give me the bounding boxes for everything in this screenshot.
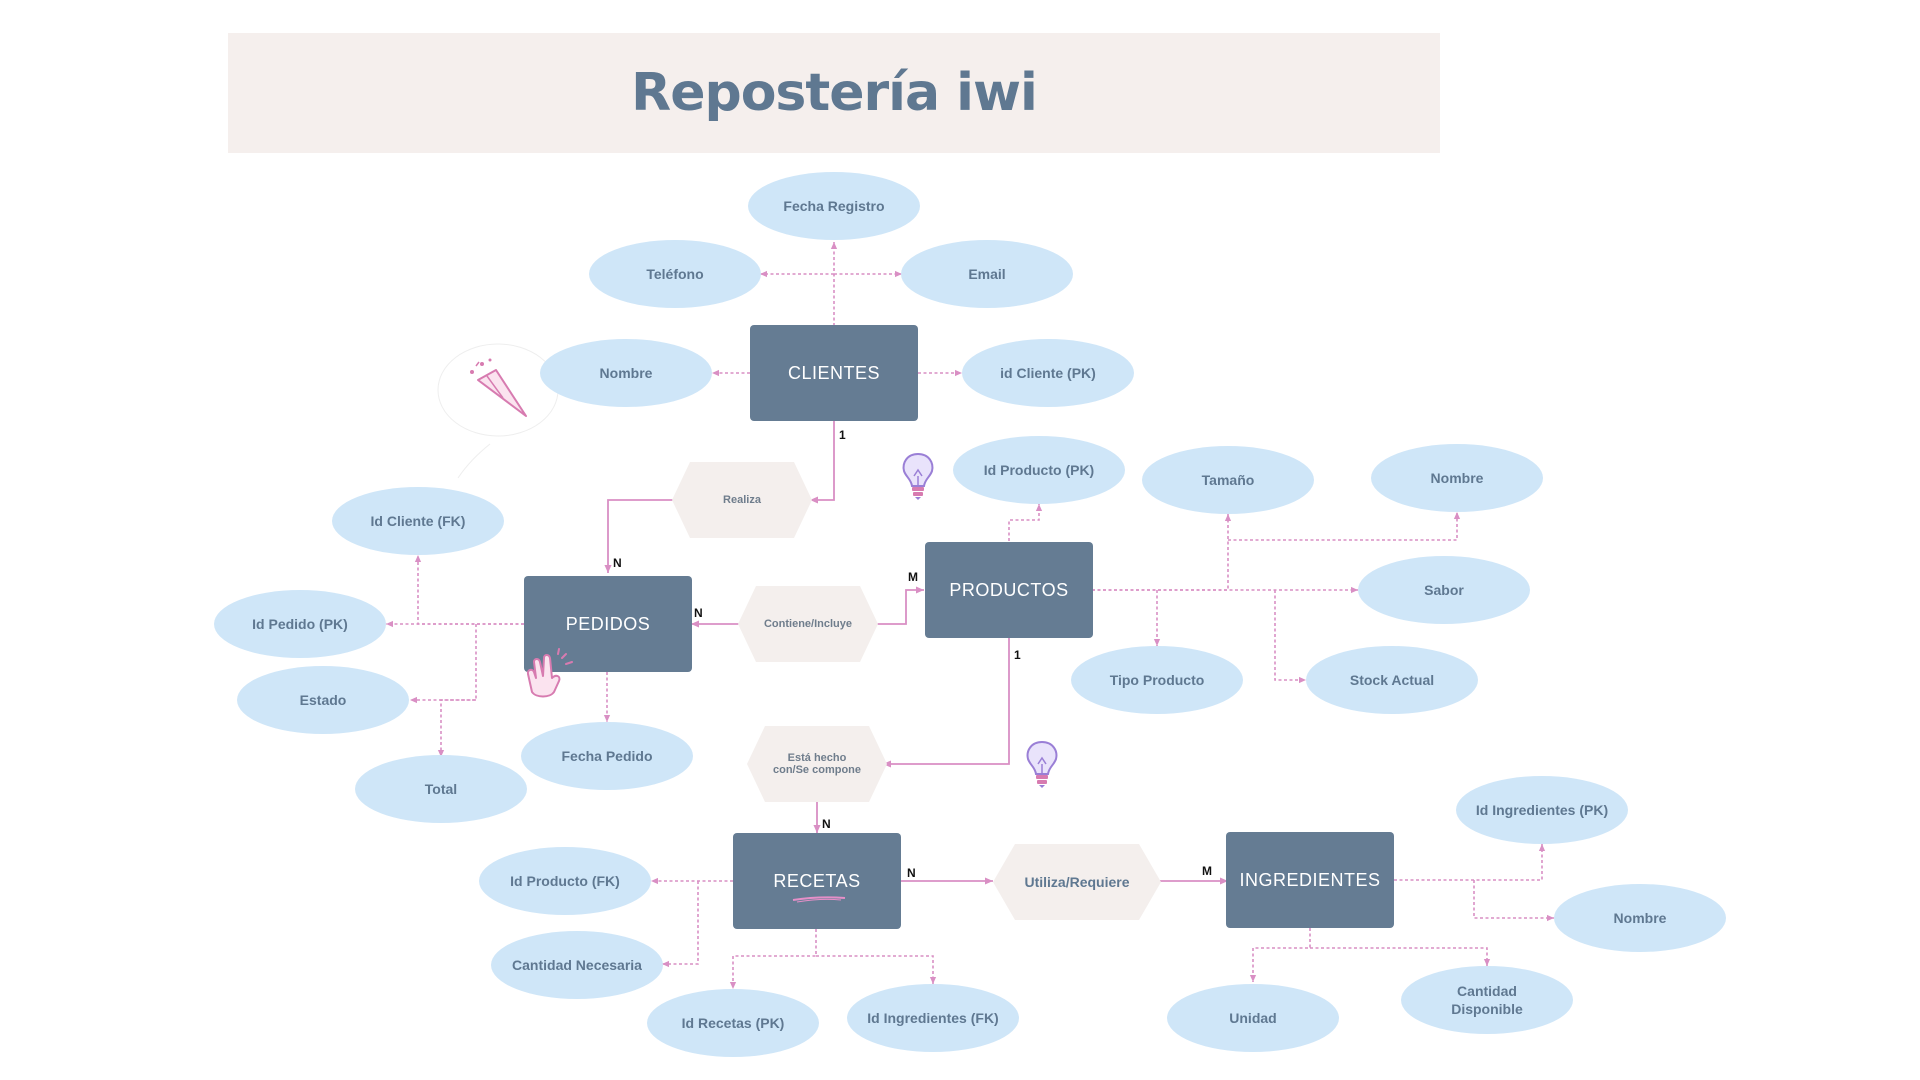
attribute-id-ingredientes-fk[interactable]: Id Ingredientes (FK) [847, 984, 1019, 1052]
relationship-utiliza[interactable]: Utiliza/Requiere [993, 844, 1161, 920]
entity-recetas[interactable]: RECETAS [733, 833, 901, 929]
attribute-cantidad-necesaria[interactable]: Cantidad Necesaria [491, 931, 663, 999]
entity-ingredientes[interactable]: INGREDIENTES [1226, 832, 1394, 928]
line-realiza-pedidos [604, 499, 675, 573]
relationship-utiliza-label: Utiliza/Requiere [1024, 874, 1130, 890]
cardinality-pedidos-realiza: N [613, 556, 622, 570]
connector-cantidad-disponible [1310, 947, 1491, 966]
cardinality-productos-esta: 1 [1014, 648, 1021, 662]
attribute-nombre-ingrediente[interactable]: Nombre [1554, 884, 1726, 952]
connector-unidad [1249, 928, 1311, 982]
relationship-contiene-label: Contiene/Incluye [763, 618, 853, 630]
lightbulb-icon [902, 452, 934, 500]
relationship-realiza-label: Realiza [723, 494, 761, 506]
cardinality-recetas-esta: N [822, 817, 831, 831]
relationship-esta-hecho[interactable]: Está hecho con/Se compone [747, 726, 887, 802]
connector-nombre-ingrediente [1473, 880, 1554, 922]
attribute-fecha-pedido[interactable]: Fecha Pedido [521, 722, 693, 790]
attribute-id-cliente[interactable]: id Cliente (PK) [962, 339, 1134, 407]
line-productos-esta [883, 637, 1010, 768]
connector-id-recetas [729, 929, 817, 989]
entity-recetas-label: RECETAS [773, 870, 861, 891]
entity-clientes[interactable]: CLIENTES [750, 325, 918, 421]
relationship-realiza[interactable]: Realiza [672, 462, 812, 538]
party-popper-icon [437, 343, 559, 479]
attribute-telefono[interactable]: Teléfono [589, 240, 761, 308]
connector-id-ingredientes-fk [816, 955, 937, 984]
clapping-hands-icon [526, 648, 573, 698]
attribute-id-producto-fk[interactable]: Id Producto (FK) [479, 847, 651, 915]
connector-estado [410, 624, 477, 704]
attribute-id-cliente-fk[interactable]: Id Cliente (FK) [332, 487, 504, 555]
attribute-stock-actual[interactable]: Stock Actual [1306, 646, 1478, 714]
attribute-id-pedido[interactable]: Id Pedido (PK) [214, 590, 386, 658]
connector-stock-actual [1274, 590, 1306, 684]
attribute-email[interactable]: Email [901, 240, 1073, 308]
relationship-contiene[interactable]: Contiene/Incluye [738, 586, 878, 662]
cardinality-clientes-realiza: 1 [839, 428, 846, 442]
connector-id-ingredientes [1394, 844, 1546, 881]
connector-total [437, 699, 476, 757]
attribute-tamano[interactable]: Tamaño [1142, 446, 1314, 514]
attribute-total[interactable]: Total [355, 755, 527, 823]
attribute-id-producto[interactable]: Id Producto (PK) [953, 436, 1125, 504]
cardinality-ingredientes-utiliza: M [1202, 864, 1212, 878]
page-title: Repostería iwi [631, 63, 1038, 123]
connector-id-producto [1008, 504, 1043, 541]
lightbulb-icon [1026, 740, 1058, 788]
title-banner: Repostería iwi [228, 33, 1440, 153]
attribute-fecha-registro[interactable]: Fecha Registro [748, 172, 920, 240]
cardinality-productos-contiene: M [908, 570, 918, 584]
attribute-estado[interactable]: Estado [237, 666, 409, 734]
cardinality-pedidos-contiene: N [694, 606, 703, 620]
entity-productos[interactable]: PRODUCTOS [925, 542, 1093, 638]
connector-tamano [1092, 514, 1232, 591]
attribute-nombre-cliente[interactable]: Nombre [540, 339, 712, 407]
attribute-id-recetas[interactable]: Id Recetas (PK) [647, 989, 819, 1057]
line-contiene-productos [875, 586, 924, 625]
entity-pedidos[interactable]: PEDIDOS [524, 576, 692, 672]
cardinality-recetas-utiliza: N [907, 866, 916, 880]
attribute-unidad[interactable]: Unidad [1167, 984, 1339, 1052]
attribute-nombre-producto[interactable]: Nombre [1371, 444, 1543, 512]
line-clientes-realiza [810, 421, 835, 504]
attribute-tipo-producto[interactable]: Tipo Producto [1071, 646, 1243, 714]
underline-decoration [792, 896, 846, 903]
relationship-esta-hecho-label: Está hecho con/Se compone [772, 752, 862, 776]
connector-cantidad-necesaria [662, 881, 699, 968]
connector-id-cliente-fk [414, 555, 524, 625]
attribute-id-ingredientes[interactable]: Id Ingredientes (PK) [1456, 776, 1628, 844]
attribute-sabor[interactable]: Sabor [1358, 556, 1530, 624]
attribute-cantidad-disponible[interactable]: Cantidad Disponible [1401, 966, 1573, 1034]
connector-nombre-producto [1228, 512, 1461, 541]
